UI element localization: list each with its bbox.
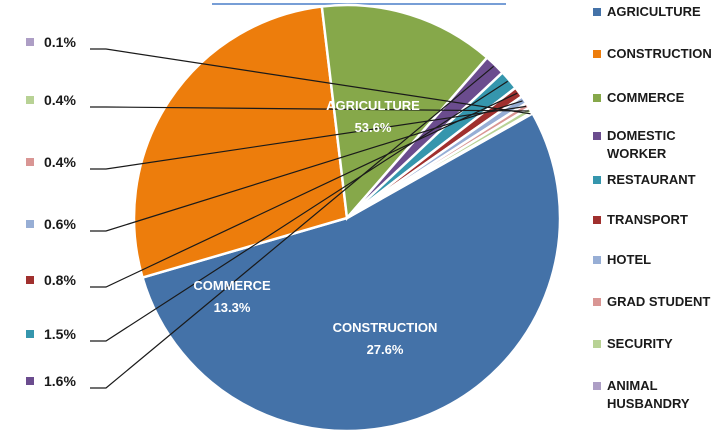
leader-line-animal-husbandry	[90, 48, 531, 115]
legend-swatch-security	[593, 340, 601, 348]
slice-label-construction: CONSTRUCTION	[333, 320, 438, 335]
legend-swatch-hotel	[593, 256, 601, 264]
outside-value-domestic-worker: 1.6%	[44, 373, 76, 389]
slice-value-agriculture: 53.6%	[355, 120, 392, 135]
legend-label-grad-student: GRAD STUDENT	[607, 294, 710, 309]
slice-label-commerce: COMMERCE	[193, 278, 271, 293]
legend-label-animal-husbandry: ANIMAL HUSBANDRY	[607, 378, 690, 411]
legend-swatch-domestic-worker	[593, 132, 601, 140]
legend-swatch-restaurant	[593, 176, 601, 184]
legend-label-agriculture: AGRICULTURE	[607, 4, 701, 19]
slice-animal-husbandry[interactable]	[346, 110, 535, 220]
leader-line-hotel	[90, 100, 523, 232]
label-swatch-domestic-worker	[26, 377, 34, 385]
label-swatch-transport	[26, 276, 34, 284]
legend-swatch-transport	[593, 216, 601, 224]
outside-value-restaurant: 1.5%	[44, 326, 76, 342]
legend-label-security: SECURITY	[607, 336, 673, 351]
legend-swatch-animal-husbandry	[593, 382, 601, 390]
slice-label-agriculture: AGRICULTURE	[326, 98, 420, 113]
legend-label-construction: CONSTRUCTION	[607, 46, 712, 61]
slice-value-construction: 27.6%	[367, 342, 404, 357]
legend-label-hotel: HOTEL	[607, 252, 651, 267]
slice-value-commerce: 13.3%	[214, 300, 251, 315]
outside-value-hotel: 0.6%	[44, 216, 76, 232]
legend-swatch-agriculture	[593, 8, 601, 16]
label-swatch-hotel	[26, 220, 34, 228]
label-swatch-restaurant	[26, 330, 34, 338]
slice-construction[interactable]	[132, 5, 349, 280]
legend-label-transport: TRANSPORT	[607, 212, 688, 227]
outside-value-transport: 0.8%	[44, 272, 76, 288]
slice-commerce[interactable]	[320, 3, 489, 221]
leader-line-domestic-worker	[90, 65, 494, 389]
leader-line-security	[90, 106, 529, 112]
legend-label-domestic-worker: DOMESTIC WORKER	[607, 128, 676, 161]
label-swatch-security	[26, 96, 34, 104]
label-swatch-grad-student	[26, 158, 34, 166]
legend-swatch-grad-student	[593, 298, 601, 306]
outside-value-grad-student: 0.4%	[44, 154, 76, 170]
legend-label-commerce: COMMERCE	[607, 90, 685, 105]
legend-label-restaurant: RESTAURANT	[607, 172, 696, 187]
leader-line-grad-student	[90, 105, 527, 170]
legend-swatch-commerce	[593, 94, 601, 102]
leader-line-restaurant	[90, 80, 509, 342]
leader-line-transport	[90, 92, 518, 288]
outside-value-animal-husbandry: 0.1%	[44, 34, 76, 50]
slice-agriculture[interactable]	[140, 111, 562, 432]
legend-swatch-construction	[593, 50, 601, 58]
label-swatch-animal-husbandry	[26, 38, 34, 46]
outside-value-security: 0.4%	[44, 92, 76, 108]
